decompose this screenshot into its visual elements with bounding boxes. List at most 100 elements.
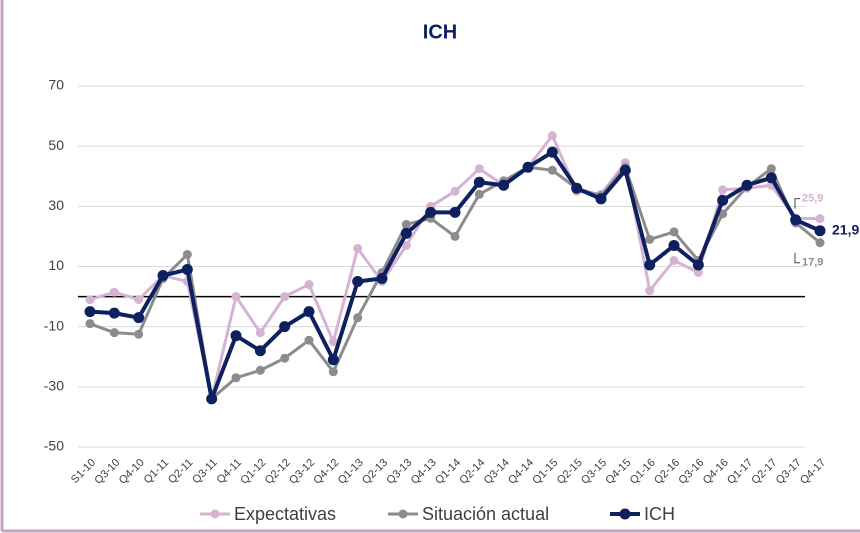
x-tick-label: Q4-14 [506,457,536,487]
x-tick-label: Q3-16 [676,457,706,487]
data-point [474,164,484,174]
x-tick-label: Q3-13 [384,457,414,487]
data-point [353,313,363,323]
legend-label: ICH [644,504,675,524]
data-point [181,264,193,276]
data-point [693,268,703,278]
data-point [85,295,95,305]
data-point [401,240,411,250]
data-point [692,259,704,271]
data-point [157,270,169,282]
x-tick-label: Q2-12 [263,457,293,487]
x-tick-label: Q4-12 [311,457,341,487]
series-line [89,134,821,401]
x-tick-label: Q3-10 [92,457,122,487]
data-point [595,193,607,205]
data-point [255,365,265,375]
data-point [815,238,825,248]
data-point [717,194,729,206]
data-point [134,295,144,305]
label-leader [794,198,800,209]
label-leader [794,252,800,264]
data-point [352,276,364,288]
x-tick-label: Q2-14 [457,457,487,487]
x-tick-label: Q1-17 [725,457,755,487]
x-tick-label: Q2-17 [749,457,779,487]
data-point [328,367,338,377]
data-point [669,227,679,237]
x-tick-label: Q1-12 [238,457,268,487]
data-point [230,330,242,342]
data-point [328,337,338,347]
y-tick-label: 70 [48,77,64,93]
x-tick-label: Q4-15 [603,457,633,487]
data-point [134,329,144,339]
data-point [645,234,655,244]
x-tick-label: Q3-12 [287,457,317,487]
data-point [644,259,656,271]
data-point [815,214,825,224]
y-tick-label: -50 [44,438,64,454]
legend-item: Expectativas [200,504,336,524]
data-point [401,219,411,229]
x-tick-label: Q1-13 [336,457,366,487]
data-point [353,243,363,253]
data-point [85,319,95,329]
x-tick-label: Q2-11 [166,457,196,487]
data-point [522,161,534,173]
data-point [765,172,777,184]
chart-title: ICH [423,21,457,43]
x-tick-label: Q1-15 [530,457,560,487]
x-tick-label: Q4-11 [215,457,245,487]
x-tick-label: S1-10 [69,457,98,486]
data-point [279,321,291,333]
x-tick-label: Q4-17 [798,457,828,487]
x-tick-label: Q4-13 [409,457,439,487]
data-point [766,164,776,174]
legend-marker [619,508,631,520]
x-tick-label: Q1-11 [142,457,172,487]
data-point [109,287,119,297]
data-point [400,227,412,239]
data-point [547,131,557,141]
data-point [718,185,728,195]
data-point [327,354,339,366]
data-point [450,186,460,196]
x-tick-label: Q3-14 [482,457,512,487]
x-tick-label: Q2-16 [652,457,682,487]
data-point [280,292,290,302]
data-point [498,179,510,191]
data-point [304,335,314,345]
data-point [814,225,826,237]
legend-item: Situación actual [388,504,549,524]
data-point [547,165,557,175]
data-label: 25,9 [802,193,823,205]
data-point [84,306,96,318]
data-point [449,206,461,218]
legend-item: ICH [610,504,675,524]
data-label: 17,9 [802,257,823,269]
legend-label: Expectativas [234,504,336,524]
data-point [182,249,192,259]
data-point [790,214,802,226]
data-point [668,239,680,251]
data-point [255,328,265,338]
data-point [108,307,120,319]
x-tick-label: Q2-13 [360,457,390,487]
data-point [376,273,388,285]
data-point [303,306,315,318]
data-point [450,231,460,241]
series-line [89,165,821,401]
x-tick-label: Q3-17 [774,457,804,487]
data-point [571,182,583,194]
legend-marker [210,509,220,519]
y-tick-label: -10 [44,317,64,333]
x-tick-label: Q1-14 [433,457,463,487]
y-tick-label: -30 [44,378,64,394]
x-tick-label: Q4-16 [701,457,731,487]
data-point [741,179,753,191]
data-point [619,164,631,176]
data-point [231,373,241,383]
legend-label: Situación actual [422,504,549,524]
